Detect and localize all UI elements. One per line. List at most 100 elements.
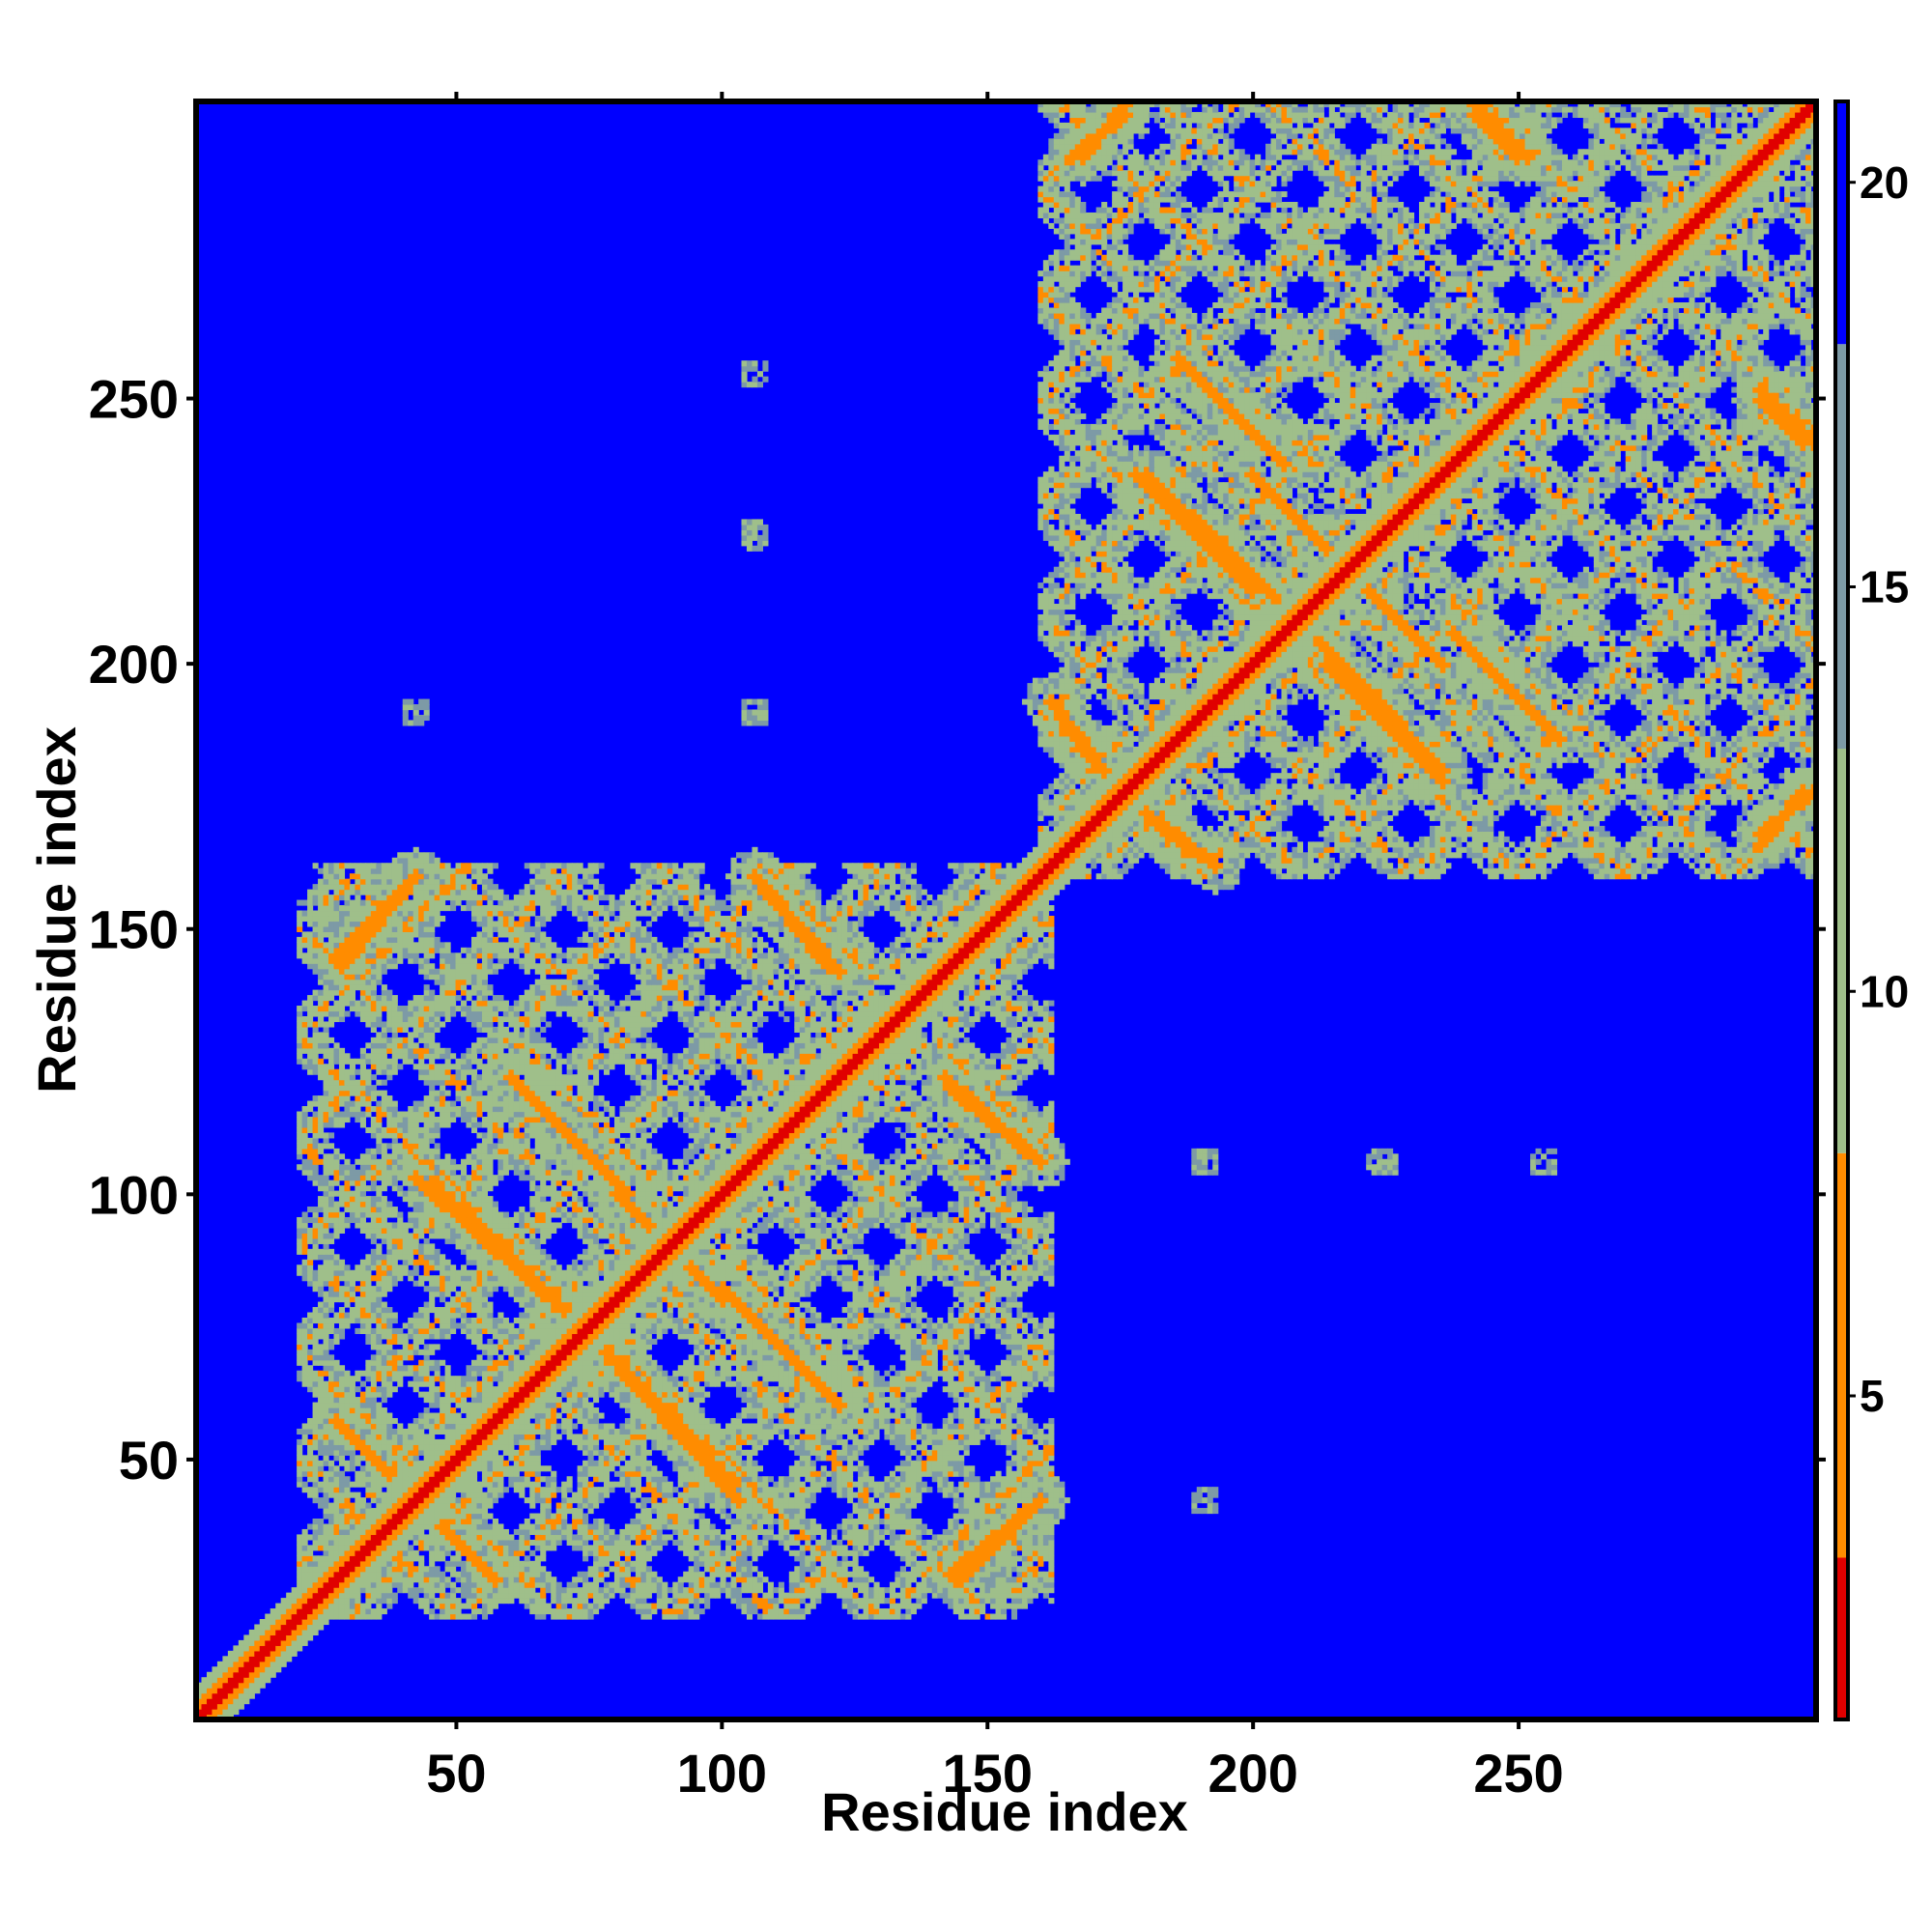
heat-cell	[435, 1503, 440, 1509]
heat-cell	[556, 1587, 562, 1593]
heat-cell	[318, 1429, 324, 1435]
heat-cell	[418, 1429, 424, 1435]
heat-cell	[508, 1540, 514, 1546]
heat-cell	[297, 1333, 302, 1339]
heat-cell	[350, 1503, 355, 1509]
heat-cell	[355, 1608, 360, 1614]
heat-cell	[429, 1582, 435, 1588]
heat-cell	[243, 1662, 249, 1667]
heat-cell	[572, 1540, 578, 1546]
heat-cell	[456, 1465, 462, 1471]
heat-cell	[497, 1392, 503, 1398]
heat-cell	[382, 1450, 387, 1456]
heat-cell	[435, 1465, 440, 1471]
heat-cell	[456, 1540, 462, 1546]
heat-cell	[435, 1360, 440, 1366]
heat-cell	[360, 1397, 366, 1403]
heat-cell	[482, 1371, 488, 1377]
heat-cell	[365, 1545, 371, 1550]
heat-cell	[461, 1550, 467, 1556]
heat-cell	[339, 1492, 345, 1498]
heat-cell	[514, 1529, 520, 1535]
heat-cell	[424, 1572, 430, 1577]
heat-cell	[392, 1503, 398, 1509]
heat-cell	[376, 1461, 382, 1466]
heat-cell	[467, 1545, 472, 1550]
heat-cell	[339, 1487, 345, 1492]
heat-cell	[355, 1371, 360, 1377]
heat-cell	[514, 1423, 520, 1429]
heat-cell	[413, 1465, 419, 1471]
heat-cell	[525, 1523, 530, 1529]
heat-cell	[445, 1371, 451, 1377]
heat-cell	[297, 1550, 302, 1556]
heat-cell	[497, 1429, 503, 1435]
heat-cell	[535, 1497, 541, 1503]
heat-cell	[201, 1704, 207, 1710]
heat-cell	[328, 1360, 334, 1366]
heat-cell	[525, 1519, 530, 1524]
heat-cell	[302, 1434, 308, 1439]
heat-cell	[529, 1423, 535, 1429]
heat-cell	[408, 1333, 413, 1339]
heat-cell	[435, 1614, 440, 1620]
heat-cell	[540, 1582, 546, 1588]
heat-cell	[307, 1354, 313, 1360]
heat-cell	[344, 1598, 350, 1604]
heat-cell	[222, 1672, 228, 1678]
heat-cell	[467, 1476, 472, 1482]
heat-cell	[551, 1429, 556, 1435]
heat-cell	[270, 1608, 276, 1614]
heat-cell	[476, 1439, 482, 1445]
heat-cell	[529, 1487, 535, 1492]
heat-cell	[467, 1371, 472, 1377]
heat-cell	[403, 1529, 409, 1535]
heat-cell	[482, 1540, 488, 1546]
heat-cell	[233, 1651, 239, 1657]
heat-cell	[519, 1540, 525, 1546]
heat-cell	[503, 1381, 509, 1387]
heat-cell	[540, 1534, 546, 1540]
heat-cell	[275, 1624, 281, 1630]
heat-cell	[333, 1465, 339, 1471]
heat-cell	[503, 1461, 509, 1466]
heat-cell	[456, 1598, 462, 1604]
heat-cell	[318, 1572, 324, 1577]
heat-cell	[313, 1461, 319, 1466]
heat-cell	[525, 1529, 530, 1535]
heat-cell	[471, 1397, 477, 1403]
heat-cell	[514, 1582, 520, 1588]
heat-cell	[397, 1587, 403, 1593]
heat-cell	[302, 1455, 308, 1461]
heat-cell	[228, 1698, 234, 1704]
heat-cell	[344, 1381, 350, 1387]
heat-cell	[350, 1540, 355, 1546]
heat-cell	[435, 1392, 440, 1398]
heat-cell	[254, 1645, 260, 1651]
heat-cell	[561, 1614, 567, 1620]
heat-cell	[403, 1523, 409, 1529]
heat-cell	[540, 1514, 546, 1520]
heat-cell	[535, 1360, 541, 1366]
heat-cell	[471, 1471, 477, 1477]
heat-cell	[476, 1344, 482, 1350]
heat-cell	[482, 1444, 488, 1450]
heat-cell	[424, 1503, 430, 1509]
heat-cell	[497, 1403, 503, 1408]
heat-cell	[482, 1587, 488, 1593]
heat-cell	[408, 1555, 413, 1561]
heat-cell	[302, 1545, 308, 1550]
heat-cell	[355, 1482, 360, 1488]
heat-cell	[392, 1439, 398, 1445]
heat-cell	[233, 1656, 239, 1662]
heat-cell	[324, 1608, 329, 1614]
heat-cell	[476, 1545, 482, 1550]
heat-cell	[365, 1534, 371, 1540]
heat-cell	[324, 1550, 329, 1556]
heat-cell	[260, 1656, 266, 1662]
heat-cell	[514, 1572, 520, 1577]
heat-cell	[408, 1350, 413, 1355]
heat-cell	[440, 1555, 445, 1561]
heat-cell	[350, 1598, 355, 1604]
heat-cell	[371, 1344, 377, 1350]
